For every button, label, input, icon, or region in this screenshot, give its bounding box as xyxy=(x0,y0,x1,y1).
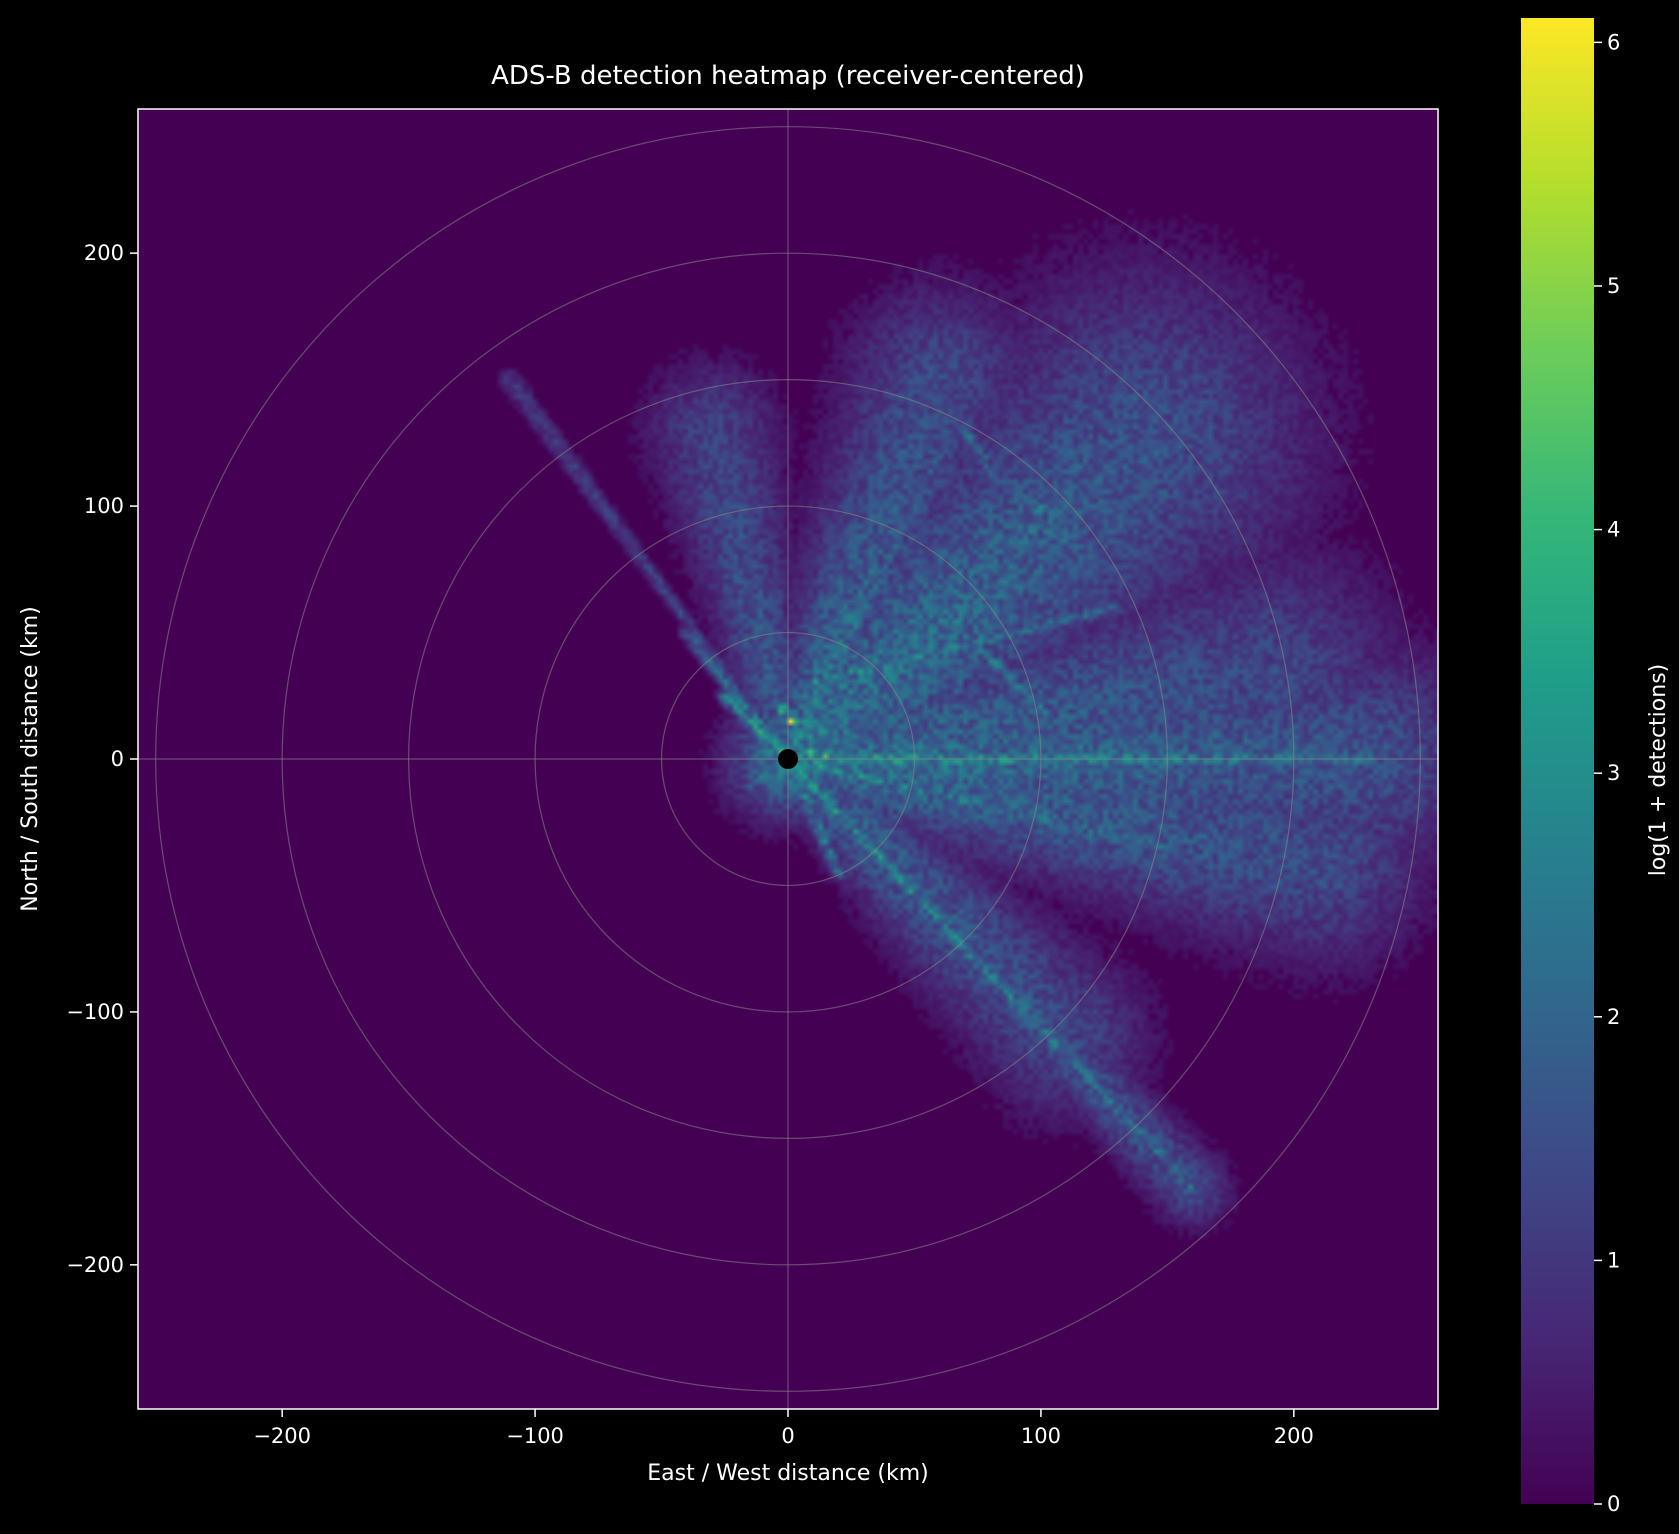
range-ring xyxy=(281,252,1295,1266)
colorbar-gradient xyxy=(1521,18,1594,1504)
x-tick-label: 100 xyxy=(1021,1424,1061,1448)
x-tick-label: 0 xyxy=(781,1424,794,1448)
x-tick-label: −100 xyxy=(506,1424,564,1448)
chart-title: ADS-B detection heatmap (receiver-center… xyxy=(491,61,1085,91)
colorbar-tick-label: 0 xyxy=(1607,1492,1620,1516)
colorbar-ticks: 0 1 2 3 4 5 6 xyxy=(1594,30,1620,1516)
y-tick-label: 100 xyxy=(84,494,124,518)
x-tick-label: −200 xyxy=(253,1424,311,1448)
x-tick-label: 200 xyxy=(1274,1424,1314,1448)
x-axis: −200 −100 0 100 200 xyxy=(253,1409,1314,1448)
y-tick-label: −100 xyxy=(66,1000,124,1024)
colorbar: 0 1 2 3 4 5 6 log(1 + detections) xyxy=(1521,18,1671,1516)
y-tick-label: 200 xyxy=(84,241,124,265)
range-ring xyxy=(408,379,1168,1139)
colorbar-tick-label: 3 xyxy=(1607,761,1620,785)
x-axis-label: East / West distance (km) xyxy=(647,1461,929,1486)
colorbar-tick-label: 1 xyxy=(1607,1248,1620,1272)
colorbar-tick-label: 5 xyxy=(1607,274,1620,298)
colorbar-tick-label: 2 xyxy=(1607,1005,1620,1029)
range-ring xyxy=(155,126,1421,1392)
y-tick-label: −200 xyxy=(66,1253,124,1277)
range-rings xyxy=(155,126,1421,1392)
plot-area xyxy=(137,108,1439,1410)
colorbar-label: log(1 + detections) xyxy=(1646,664,1671,876)
range-ring xyxy=(534,505,1042,1013)
y-axis: −200 −100 0 100 200 xyxy=(66,241,138,1277)
colorbar-tick-label: 6 xyxy=(1607,30,1620,54)
receiver-marker xyxy=(778,749,798,769)
y-tick-label: 0 xyxy=(111,747,124,771)
y-axis-label: North / South distance (km) xyxy=(18,606,43,911)
colorbar-tick-label: 4 xyxy=(1607,518,1620,542)
range-ring xyxy=(660,631,916,887)
